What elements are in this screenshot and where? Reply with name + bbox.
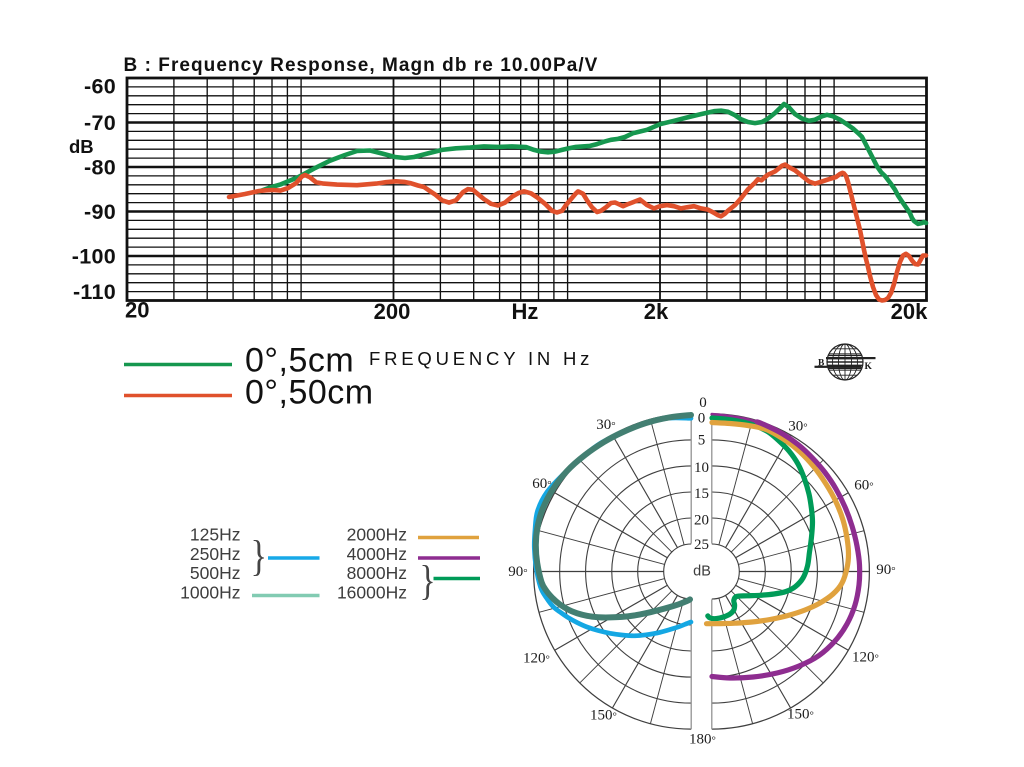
svg-text:FREQUENCY IN Hz: FREQUENCY IN Hz <box>369 348 593 369</box>
svg-text:dB: dB <box>693 564 711 580</box>
svg-text:500Hz: 500Hz <box>190 563 241 583</box>
svg-text:90°: 90° <box>508 564 527 580</box>
svg-text:90°: 90° <box>876 562 895 578</box>
svg-text:1000Hz: 1000Hz <box>180 583 240 603</box>
svg-text:B : Frequency Response, Magn d: B : Frequency Response, Magn db re 10.00… <box>124 55 599 76</box>
svg-text:Hz: Hz <box>512 299 539 324</box>
svg-text:2k: 2k <box>644 299 669 324</box>
svg-text:0°,50cm: 0°,50cm <box>245 374 374 412</box>
svg-text:-60: -60 <box>84 75 116 99</box>
svg-text:200: 200 <box>374 299 411 324</box>
svg-text:180°: 180° <box>689 732 716 748</box>
svg-text:-70: -70 <box>84 111 116 135</box>
svg-text:15: 15 <box>694 486 709 502</box>
svg-text:5: 5 <box>698 433 706 449</box>
svg-text:8000Hz: 8000Hz <box>347 563 407 583</box>
svg-text:10: 10 <box>694 460 709 476</box>
svg-text:-100: -100 <box>72 245 116 269</box>
svg-text:20k: 20k <box>891 299 928 324</box>
svg-text:30°: 30° <box>788 419 807 435</box>
svg-text:125Hz: 125Hz <box>190 525 241 545</box>
svg-text:60°: 60° <box>854 478 873 494</box>
svg-text:-80: -80 <box>84 156 116 180</box>
svg-text:}: } <box>420 558 436 604</box>
svg-text:K: K <box>865 362 873 372</box>
svg-text:}: } <box>251 532 268 579</box>
svg-text:0: 0 <box>698 411 706 427</box>
svg-text:30°: 30° <box>596 417 615 433</box>
svg-text:4000Hz: 4000Hz <box>347 544 407 564</box>
svg-text:dB: dB <box>69 136 94 157</box>
svg-text:20: 20 <box>125 298 149 323</box>
svg-text:0: 0 <box>699 395 707 411</box>
svg-text:-110: -110 <box>73 280 116 304</box>
svg-text:B: B <box>818 358 825 368</box>
svg-text:-90: -90 <box>84 200 116 224</box>
svg-text:16000Hz: 16000Hz <box>337 583 407 603</box>
svg-text:20: 20 <box>694 512 709 528</box>
svg-text:120°: 120° <box>523 651 550 667</box>
svg-text:120°: 120° <box>852 650 879 666</box>
svg-text:150°: 150° <box>787 707 814 723</box>
svg-text:0°,5cm: 0°,5cm <box>245 342 354 380</box>
svg-text:150°: 150° <box>590 708 617 724</box>
svg-text:25: 25 <box>694 537 709 553</box>
svg-text:60°: 60° <box>532 476 551 492</box>
svg-text:2000Hz: 2000Hz <box>347 525 407 545</box>
svg-text:250Hz: 250Hz <box>190 544 241 564</box>
